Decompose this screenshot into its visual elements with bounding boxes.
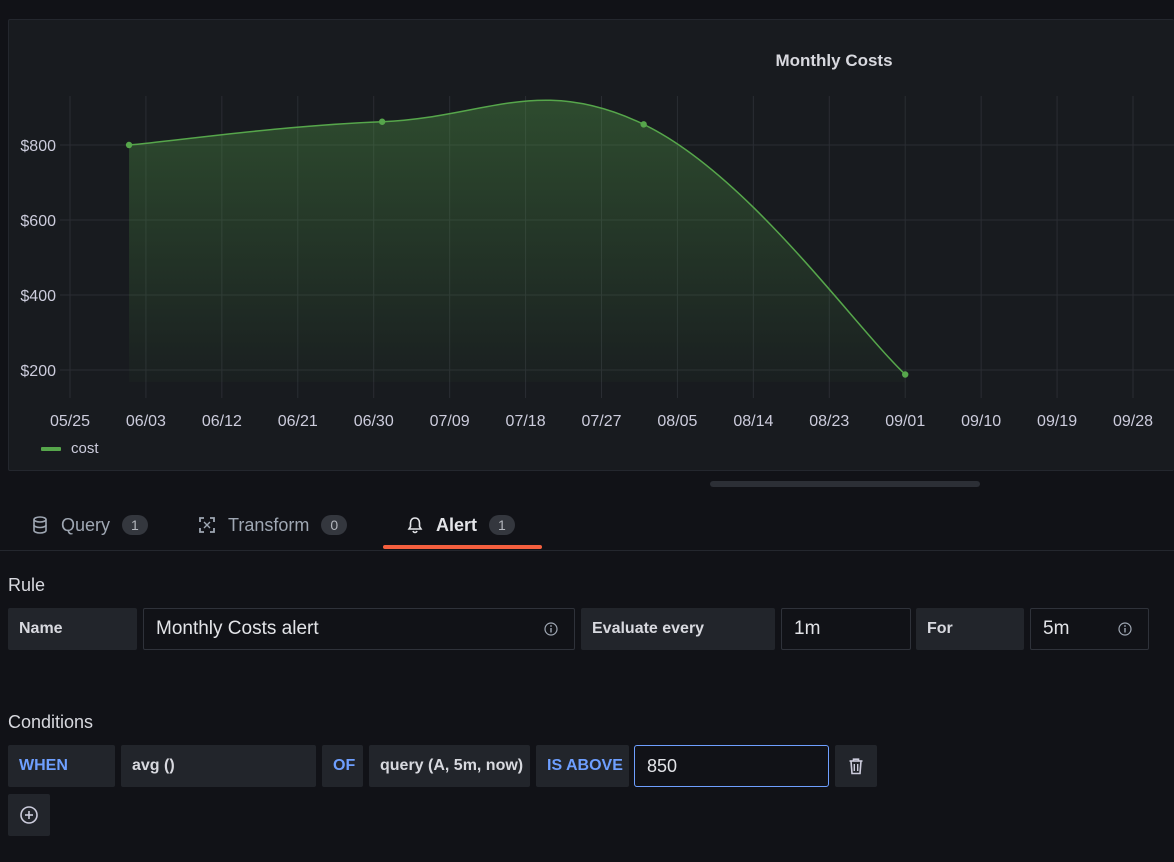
evaluate-every-label: Evaluate every — [581, 608, 775, 650]
y-tick-label: $200 — [20, 363, 56, 380]
of-keyword: OF — [322, 745, 363, 787]
x-tick-label: 07/27 — [581, 413, 621, 430]
add-condition-button[interactable] — [8, 794, 50, 836]
x-tick-label: 08/23 — [809, 413, 849, 430]
tab-alert[interactable]: Alert 1 — [406, 500, 515, 550]
legend-swatch — [41, 446, 61, 451]
rule-name-input[interactable]: Monthly Costs alert — [143, 608, 575, 650]
panel-title: Monthly Costs — [775, 51, 893, 70]
tab-transform-count: 0 — [321, 515, 348, 535]
data-point[interactable] — [125, 141, 133, 149]
x-tick-label: 06/12 — [202, 413, 242, 430]
x-tick-label: 05/25 — [50, 413, 90, 430]
bell-icon — [406, 516, 424, 534]
name-label: Name — [8, 608, 137, 650]
x-tick-label: 09/28 — [1113, 413, 1153, 430]
for-value: 5m — [1043, 618, 1070, 639]
tab-transform-label: Transform — [228, 514, 310, 535]
when-keyword[interactable]: WHEN — [8, 745, 115, 787]
y-tick-label: $800 — [20, 138, 56, 155]
evaluator-select[interactable]: IS ABOVE — [536, 745, 629, 787]
x-tick-label: 09/10 — [961, 413, 1001, 430]
info-icon[interactable] — [544, 622, 558, 636]
evaluate-every-input[interactable]: 1m — [781, 608, 911, 650]
x-tick-label: 09/01 — [885, 413, 925, 430]
x-tick-label: 08/05 — [657, 413, 697, 430]
tab-transform[interactable]: Transform 0 — [198, 500, 348, 550]
tab-query-label: Query — [61, 514, 111, 535]
legend-label: cost — [71, 440, 99, 457]
tab-query[interactable]: Query 1 — [31, 500, 148, 550]
trash-icon — [849, 758, 863, 775]
data-point[interactable] — [640, 121, 647, 128]
time-series-chart: 05/25 06/03 06/12 06/21 06/30 07/09 07/18 07/27… — [20, 96, 1174, 430]
series-line — [128, 99, 906, 376]
tab-alert-count: 1 — [489, 515, 515, 535]
active-tab-indicator — [383, 545, 542, 549]
x-tick-label: 08/14 — [733, 413, 773, 430]
y-tick-label: $600 — [20, 213, 56, 230]
tab-alert-label: Alert — [436, 514, 478, 535]
y-tick-label: $400 — [20, 288, 56, 305]
data-point[interactable] — [378, 118, 386, 125]
database-icon — [31, 516, 49, 534]
conditions-section-title: Conditions — [8, 712, 94, 732]
rule-section-title: Rule — [8, 575, 46, 595]
rule-name-value: Monthly Costs alert — [156, 618, 319, 639]
tab-query-count: 1 — [122, 515, 148, 535]
horizontal-scrollbar[interactable] — [710, 481, 980, 487]
query-select[interactable]: query (A, 5m, now) — [369, 745, 530, 787]
for-input[interactable]: 5m — [1030, 608, 1149, 650]
x-tick-label: 09/19 — [1037, 413, 1077, 430]
x-tick-label: 06/30 — [354, 413, 394, 430]
x-tick-label: 07/09 — [430, 413, 470, 430]
evaluate-every-value: 1m — [794, 618, 821, 639]
x-tick-label: 07/18 — [506, 413, 546, 430]
transform-icon — [198, 516, 216, 534]
info-icon[interactable] — [1118, 622, 1132, 636]
data-point[interactable] — [902, 371, 909, 378]
series-area-fill — [129, 100, 906, 382]
chart-legend[interactable]: cost — [41, 440, 99, 457]
plus-circle-icon — [20, 806, 38, 824]
reducer-select[interactable]: avg () — [121, 745, 316, 787]
for-label: For — [916, 608, 1024, 650]
editor-tabs: Query 1 Transform 0 Alert 1 — [0, 500, 1174, 551]
x-tick-label: 06/21 — [278, 413, 318, 430]
delete-condition-button[interactable] — [835, 745, 877, 787]
threshold-input[interactable]: 850 — [634, 745, 829, 787]
x-tick-label: 06/03 — [126, 413, 166, 430]
